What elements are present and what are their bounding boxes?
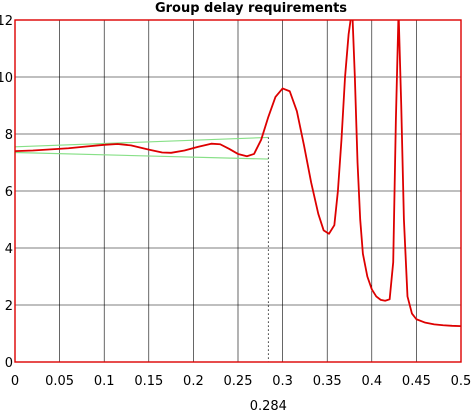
bound-line: [14, 151, 269, 160]
y-tick-label: 0: [5, 356, 13, 371]
x-tick-label: 0.2: [183, 374, 204, 389]
x-tick-label: 0: [11, 374, 19, 389]
series-layer: [15, 20, 461, 327]
y-tick-label: 4: [5, 242, 13, 257]
x-tick-label: 0.1: [94, 374, 115, 389]
plot-frame: [14, 19, 462, 363]
chart-title: Group delay requirements: [155, 1, 347, 16]
x-tick-label: 0.3: [272, 374, 293, 389]
grid: [15, 20, 461, 362]
annotation-label: 0.284: [250, 399, 287, 412]
axes: [14, 19, 462, 363]
y-tick-label: 10: [0, 71, 13, 86]
x-tick-label: 0.45: [402, 374, 431, 389]
y-tick-label: 8: [5, 128, 13, 143]
y-tick-labels: 0 2 4 6 8 10 12: [0, 14, 13, 371]
bound-line: [14, 136, 269, 148]
x-tick-label: 0.05: [45, 374, 74, 389]
x-tick-label: 0.15: [134, 374, 163, 389]
y-tick-label: 2: [5, 299, 13, 314]
x-tick-label: 0.5: [451, 374, 472, 389]
x-tick-label: 0.4: [361, 374, 382, 389]
annotation: 0.284: [250, 137, 287, 412]
series-line: [15, 20, 461, 327]
y-tick-label: 6: [5, 185, 13, 200]
y-tick-label: 12: [0, 14, 13, 29]
x-tick-label: 0.35: [313, 374, 342, 389]
bound-lines: [14, 136, 269, 160]
x-tick-label: 0.25: [224, 374, 253, 389]
x-tick-labels: 0 0.05 0.1 0.15 0.2 0.25 0.3 0.35 0.4 0.45 0.5: [11, 374, 471, 389]
